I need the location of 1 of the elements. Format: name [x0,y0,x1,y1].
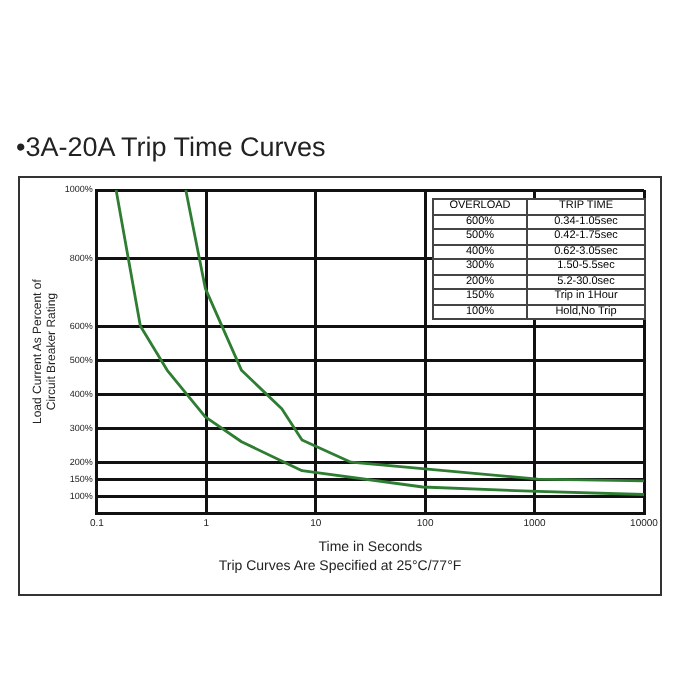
chart-title: •3A-20A Trip Time Curves [16,132,326,162]
